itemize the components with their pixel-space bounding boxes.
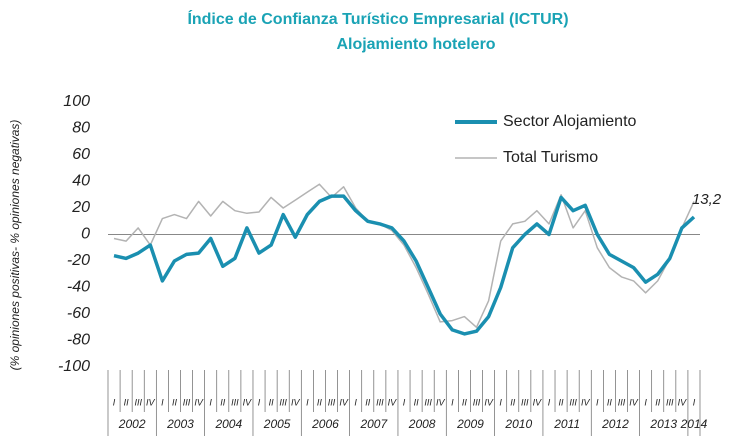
legend-label: Total Turismo: [503, 149, 598, 166]
x-group-label: 2006: [311, 417, 339, 431]
x-tick-label: II: [414, 397, 420, 407]
x-tick-label: IV: [678, 397, 688, 407]
x-tick-label: III: [328, 397, 336, 407]
x-tick-label: I: [113, 397, 116, 407]
x-tick-label: I: [693, 397, 696, 407]
x-tick-label: II: [462, 397, 468, 407]
chart-title: Índice de Confianza Turístico Empresaria…: [187, 9, 568, 28]
y-tick-label: -80: [67, 332, 90, 349]
x-tick-label: III: [376, 397, 384, 407]
x-tick-label: I: [209, 397, 212, 407]
x-tick-label: III: [279, 397, 287, 407]
x-tick-label: II: [607, 397, 613, 407]
x-group-label: 2003: [166, 417, 194, 431]
x-tick-label: II: [172, 397, 178, 407]
series-line: [113, 183, 695, 329]
x-tick-label: II: [510, 397, 516, 407]
x-tick-label: I: [644, 397, 647, 407]
x-tick-label: II: [124, 397, 130, 407]
x-tick-label: III: [424, 397, 432, 407]
x-tick-label: IV: [388, 397, 398, 407]
y-tick-label: -60: [67, 305, 90, 322]
y-tick-label: 100: [63, 93, 90, 110]
y-axis-label: (% opiniones positivas- % opiniones nega…: [8, 120, 22, 371]
x-group-label: 2012: [601, 417, 629, 431]
x-tick-label: II: [559, 397, 565, 407]
x-tick-label: II: [655, 397, 661, 407]
y-tick-label: -20: [67, 252, 90, 269]
x-group-label: 2007: [359, 417, 388, 431]
x-tick-label: I: [161, 397, 164, 407]
x-group-label: 2002: [118, 417, 146, 431]
legend-label: Sector Alojamiento: [503, 113, 637, 130]
x-tick-label: III: [618, 397, 626, 407]
x-tick-label: IV: [436, 397, 446, 407]
x-group-label: 2008: [408, 417, 436, 431]
x-group-label: 2013: [649, 417, 677, 431]
x-tick-label: IV: [146, 397, 156, 407]
y-tick-label: 60: [72, 146, 90, 163]
x-tick-label: II: [317, 397, 323, 407]
x-tick-label: IV: [484, 397, 494, 407]
y-tick-label: 0: [81, 226, 90, 243]
x-tick-label: IV: [243, 397, 253, 407]
x-tick-label: II: [269, 397, 275, 407]
x-tick-label: I: [354, 397, 357, 407]
y-tick-label: -100: [58, 358, 90, 375]
x-tick-label: IV: [291, 397, 301, 407]
x-group-label: 2011: [553, 417, 580, 431]
x-tick-label: III: [473, 397, 481, 407]
x-group-label: 2005: [263, 417, 291, 431]
x-tick-label: III: [231, 397, 239, 407]
x-tick-label: II: [220, 397, 226, 407]
x-group-label: 2004: [214, 417, 242, 431]
x-tick-label: I: [499, 397, 502, 407]
chart-subtitle: Alojamiento hotelero: [336, 36, 495, 53]
x-tick-label: III: [569, 397, 577, 407]
x-group-label: 2009: [456, 417, 484, 431]
x-tick-label: III: [521, 397, 529, 407]
x-tick-label: I: [451, 397, 454, 407]
x-tick-label: III: [183, 397, 191, 407]
x-group-label: 2010: [504, 417, 532, 431]
x-tick-label: II: [365, 397, 371, 407]
y-tick-label: 80: [72, 120, 90, 137]
y-tick-label: -40: [67, 279, 90, 296]
x-group-label: 2014: [680, 417, 708, 431]
y-tick-label: 20: [71, 199, 90, 216]
x-tick-label: I: [306, 397, 309, 407]
data-label: 13,2: [692, 191, 722, 208]
series-line: [113, 194, 696, 336]
y-tick-label: 40: [72, 173, 90, 190]
x-tick-label: I: [548, 397, 551, 407]
x-tick-label: IV: [581, 397, 591, 407]
x-tick-label: IV: [533, 397, 543, 407]
x-tick-label: III: [666, 397, 674, 407]
x-tick-label: III: [134, 397, 142, 407]
x-tick-label: I: [403, 397, 406, 407]
x-tick-label: IV: [629, 397, 639, 407]
x-tick-label: IV: [339, 397, 349, 407]
x-tick-label: I: [258, 397, 261, 407]
x-tick-label: I: [596, 397, 599, 407]
x-tick-label: IV: [194, 397, 204, 407]
